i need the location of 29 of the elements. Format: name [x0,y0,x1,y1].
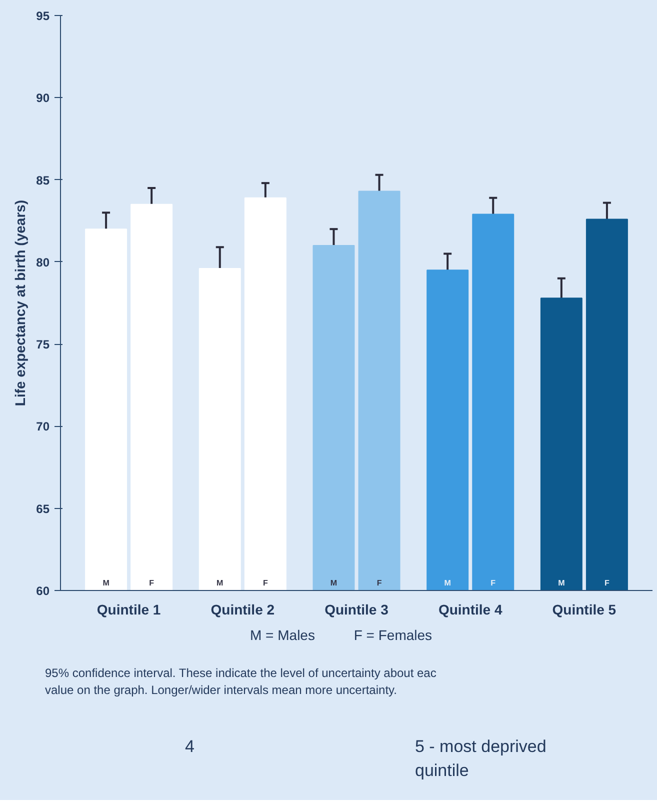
text: M = Males F = Females [5,625,432,645]
x-tick-label: Quintile 4 [438,602,502,618]
series-label: M [102,578,110,588]
text: M [444,578,451,588]
text: M [558,578,565,588]
text: F [604,578,610,588]
y-axis-title: Life expectancy at birth (years) [12,200,28,406]
text: 95% confidence interval. These indicate the level of uncertainty about eac [45,666,436,680]
x-tick-label: Quintile 3 [324,602,389,618]
y-tick-label: 90 [36,91,50,106]
text: value on the graph. Longer/wider intervals mean more uncertainty. [45,683,397,698]
series-label: F [149,578,154,588]
y-tick-label: 60 [36,584,50,598]
y-tick-label: 65 [36,502,50,516]
x-tick-label: Quintile 2 [210,602,275,618]
x-tick-label: Quintile 1 [96,602,161,618]
y-tick-label: 85 [36,173,50,188]
x-tick-label: Quintile 5 [552,602,616,618]
y-tick-label: 95 [36,9,50,23]
y-tick-label: 80 [36,255,50,270]
text: F [262,578,268,588]
text: 4 [185,736,196,758]
text: 5 - most deprived quintile [415,736,548,782]
text: M [216,578,224,588]
text: M [330,578,338,588]
text: F [490,578,496,588]
y-tick-label: 75 [36,338,50,352]
text: F [376,578,382,588]
y-tick-label: 70 [36,420,50,434]
